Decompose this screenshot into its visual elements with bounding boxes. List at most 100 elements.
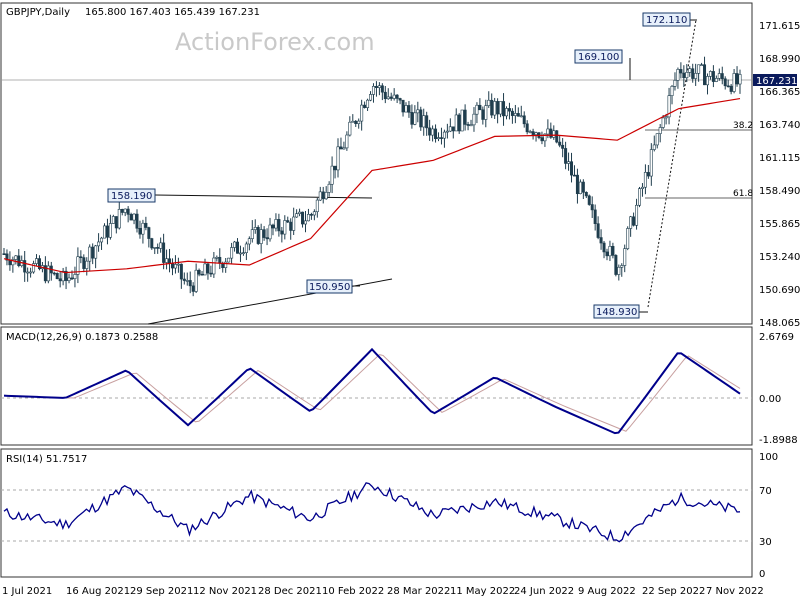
candle-body: [484, 105, 488, 120]
candle-body: [318, 191, 322, 201]
candle-body: [336, 146, 340, 171]
candle-body: [599, 237, 603, 244]
candle-body: [572, 174, 576, 177]
candle-body: [720, 73, 724, 80]
candle-body: [280, 230, 284, 235]
candle-body: [587, 195, 591, 205]
candle-body: [694, 73, 698, 79]
candle-body: [558, 141, 562, 146]
annotation-158190-text: 158.190: [111, 191, 152, 202]
candle-body: [567, 161, 571, 164]
candle-body: [271, 224, 275, 229]
candle-body: [561, 144, 565, 149]
candle-body: [61, 270, 65, 282]
candle-body: [602, 242, 606, 253]
candle-body: [76, 256, 80, 275]
candle-body: [312, 211, 316, 216]
candle-body: [230, 247, 234, 259]
candle-body: [209, 272, 213, 275]
candle-body: [339, 146, 343, 150]
candle-body: [392, 94, 396, 99]
candle-body: [377, 85, 381, 88]
candle-body: [389, 96, 393, 99]
candle-body: [360, 104, 364, 122]
candle-body: [425, 115, 429, 129]
candle-body: [309, 214, 313, 216]
candle-body: [623, 248, 627, 266]
candle-body: [156, 247, 160, 249]
candle-body: [502, 101, 506, 117]
candle-body: [564, 148, 568, 164]
candle-body: [123, 208, 127, 213]
candle-body: [259, 229, 263, 244]
candle-body: [395, 94, 399, 99]
candle-body: [292, 216, 296, 231]
fib-61-label: 61.8: [733, 189, 753, 199]
annotation-148930-text: 148.930: [596, 307, 637, 318]
candle-body: [652, 144, 656, 150]
fib-38-label: 38.2: [733, 121, 753, 131]
candle-body: [165, 258, 169, 263]
watermark: ActionForex.com: [175, 28, 375, 56]
candle-body: [729, 85, 733, 92]
candle-body: [738, 74, 742, 85]
candle-body: [676, 69, 680, 81]
candle-body: [661, 117, 665, 128]
candle-body: [401, 99, 405, 113]
candle-body: [265, 237, 269, 240]
x-tick-6: 28 Mar 2022: [387, 586, 450, 597]
candle-body: [345, 134, 349, 149]
candle-body: [667, 95, 671, 118]
candle-body: [357, 120, 361, 124]
candle-body: [286, 220, 290, 223]
candle-body: [46, 265, 50, 282]
current-price-tag: 167.231: [753, 74, 797, 87]
x-tick-0: 1 Jul 2021: [2, 586, 52, 597]
candle-body: [67, 277, 71, 281]
candle-body: [679, 69, 683, 74]
candle-body: [649, 149, 653, 177]
candle-body: [614, 255, 618, 275]
candle-body: [416, 109, 420, 114]
candle-body: [407, 105, 411, 113]
candle-body: [2, 253, 6, 255]
candle-body: [306, 214, 310, 222]
annotation-169100-box: [574, 49, 623, 64]
macd-title: MACD(12,26,9) 0.1873 0.2588: [6, 332, 158, 343]
ohlc-label: 165.800 167.403 165.439 167.231: [85, 7, 260, 18]
candle-body: [673, 80, 677, 87]
candle-body: [413, 112, 417, 125]
candle-body: [581, 181, 585, 193]
rsi-panel-frame: [0, 448, 753, 578]
candle-body: [342, 147, 346, 150]
candle-body: [596, 223, 600, 238]
candle-body: [120, 209, 124, 213]
candle-body: [26, 271, 30, 274]
candle-body: [664, 116, 668, 119]
candle-body: [590, 204, 594, 211]
candle-body: [224, 261, 228, 268]
candle-body: [714, 78, 718, 82]
annotation-158190: 158.190: [107, 188, 156, 203]
candle-body: [655, 133, 659, 146]
candle-body: [540, 137, 544, 142]
candle-body: [469, 124, 473, 127]
candle-body: [200, 273, 204, 276]
annotation-172110-box: [642, 12, 691, 27]
candle-body: [386, 96, 390, 100]
symbol-label: GBPJPY,Daily: [6, 7, 70, 18]
candle-body: [43, 265, 47, 282]
candle-body: [398, 98, 402, 101]
candle-body: [73, 274, 77, 279]
candle-body: [584, 192, 588, 197]
candle-body: [478, 104, 482, 111]
candle-body: [717, 73, 721, 79]
dotted-rally-line: [647, 19, 697, 308]
candle-body: [475, 104, 479, 115]
candle-body: [735, 73, 739, 85]
candle-body: [303, 220, 307, 225]
annotation-172110: 172.110: [642, 12, 691, 27]
candle-body: [513, 113, 517, 116]
candle-body: [206, 263, 210, 274]
